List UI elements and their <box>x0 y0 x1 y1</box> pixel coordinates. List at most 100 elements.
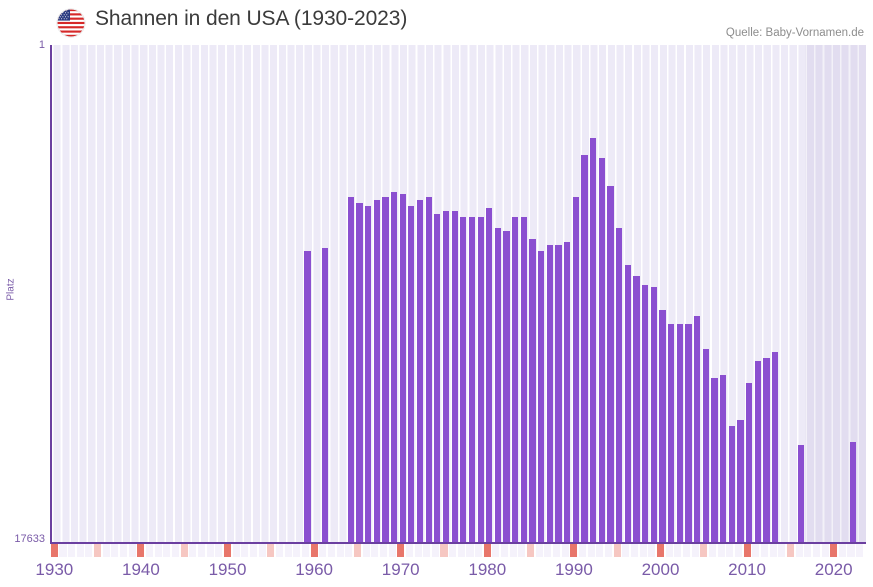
bar-1970[interactable] <box>399 194 406 542</box>
x-tick-1932 <box>68 544 76 557</box>
bar-2013[interactable] <box>771 352 779 542</box>
y-axis-bottom-tick-label: 17633 <box>14 533 45 545</box>
bar-1980[interactable] <box>486 208 493 542</box>
bar-1998[interactable] <box>642 284 649 542</box>
x-tick-2012 <box>760 544 768 557</box>
bar-2000[interactable] <box>659 309 666 542</box>
x-tick-2020 <box>830 544 838 557</box>
bar-1991[interactable] <box>581 154 588 542</box>
bar-1987[interactable] <box>546 245 554 542</box>
bar-1984[interactable] <box>520 216 528 542</box>
bar-1992[interactable] <box>590 138 597 542</box>
x-tick-1962 <box>327 544 335 557</box>
x-tick-1970 <box>397 544 405 557</box>
x-axis-label-1930: 1930 <box>35 560 74 579</box>
x-tick-2011 <box>752 544 760 557</box>
x-tick-1937 <box>111 544 119 557</box>
bar-2010[interactable] <box>745 383 753 542</box>
bar-1995[interactable] <box>616 228 623 542</box>
x-tick-1948 <box>206 544 214 557</box>
bar-1961[interactable] <box>321 247 328 542</box>
x-tick-2017 <box>804 544 812 557</box>
x-tick-1939 <box>128 544 136 557</box>
x-tick-1952 <box>241 544 249 557</box>
bar-1979[interactable] <box>477 216 484 542</box>
bar-1974[interactable] <box>434 214 441 542</box>
bar-2002[interactable] <box>676 324 683 542</box>
bar-1989[interactable] <box>564 242 571 542</box>
bar-2004[interactable] <box>694 315 701 542</box>
bar-1999[interactable] <box>650 287 657 542</box>
bar-1968[interactable] <box>382 197 389 542</box>
bar-1990[interactable] <box>572 197 580 542</box>
bar-1973[interactable] <box>425 197 432 542</box>
bar-1996[interactable] <box>624 264 631 542</box>
x-tick-1997 <box>630 544 639 557</box>
x-tick-2022 <box>847 544 855 557</box>
bar-2016[interactable] <box>797 445 805 542</box>
bar-2005[interactable] <box>702 349 709 542</box>
bar-1965[interactable] <box>356 202 363 542</box>
x-tick-2008 <box>726 544 734 557</box>
x-tick-1958 <box>293 544 301 557</box>
x-tick-2023 <box>856 544 864 557</box>
bar-1993[interactable] <box>598 157 605 542</box>
bar-1976[interactable] <box>451 211 458 542</box>
bar-1981[interactable] <box>494 228 502 542</box>
x-tick-1982 <box>501 544 509 557</box>
x-tick-1954 <box>258 544 266 557</box>
bar-2008[interactable] <box>728 425 735 542</box>
x-tick-2014 <box>778 544 786 557</box>
x-tick-1934 <box>85 544 93 557</box>
bar-1964[interactable] <box>347 197 354 542</box>
x-tick-2002 <box>674 544 682 557</box>
bar-1982[interactable] <box>503 231 510 542</box>
bar-1972[interactable] <box>416 200 424 542</box>
us-flag-icon <box>57 9 85 37</box>
bar-2011[interactable] <box>754 360 761 542</box>
bar-2022[interactable] <box>849 442 857 542</box>
bar-2007[interactable] <box>719 374 727 542</box>
bar-1994[interactable] <box>607 185 614 542</box>
x-tick-1980 <box>483 544 491 557</box>
x-tick-1975 <box>440 544 448 557</box>
bar-2009[interactable] <box>737 419 744 542</box>
bar-1988[interactable] <box>555 245 562 542</box>
x-axis-label-2020: 2020 <box>814 560 853 579</box>
x-tick-1977 <box>457 544 465 557</box>
x-tick-1935 <box>94 544 102 557</box>
bar-1969[interactable] <box>390 191 398 542</box>
bar-1977[interactable] <box>460 216 467 542</box>
x-tick-2016 <box>795 544 803 557</box>
y-axis-title: Platz <box>5 278 17 301</box>
bar-1983[interactable] <box>512 216 519 542</box>
bar-2006[interactable] <box>711 377 718 542</box>
x-tick-2021 <box>838 544 846 557</box>
x-axis-label-1990: 1990 <box>554 560 593 579</box>
bar-2012[interactable] <box>763 357 770 542</box>
source-attribution: Quelle: Baby-Vornamen.de <box>725 27 864 39</box>
bar-1985[interactable] <box>529 239 536 542</box>
bar-1986[interactable] <box>538 250 545 542</box>
x-tick-2009 <box>734 544 742 557</box>
x-axis-label-2010: 2010 <box>728 560 767 579</box>
bar-1966[interactable] <box>364 205 372 542</box>
bar-1967[interactable] <box>373 200 380 542</box>
x-tick-2013 <box>769 544 777 557</box>
x-axis-label-2000: 2000 <box>641 560 680 579</box>
x-tick-1953 <box>249 544 258 557</box>
bar-1997[interactable] <box>633 276 640 542</box>
x-tick-1946 <box>189 544 197 557</box>
bar-1971[interactable] <box>408 205 415 542</box>
x-tick-1965 <box>353 544 361 557</box>
x-tick-2004 <box>691 544 699 557</box>
bar-1959[interactable] <box>304 250 311 542</box>
x-tick-2005 <box>700 544 708 557</box>
x-tick-1943 <box>163 544 171 557</box>
bar-1978[interactable] <box>468 216 476 542</box>
x-tick-1988 <box>553 544 561 557</box>
x-tick-1957 <box>284 544 292 557</box>
bar-2001[interactable] <box>668 324 675 542</box>
bar-2003[interactable] <box>685 324 692 542</box>
bar-1975[interactable] <box>442 211 450 542</box>
